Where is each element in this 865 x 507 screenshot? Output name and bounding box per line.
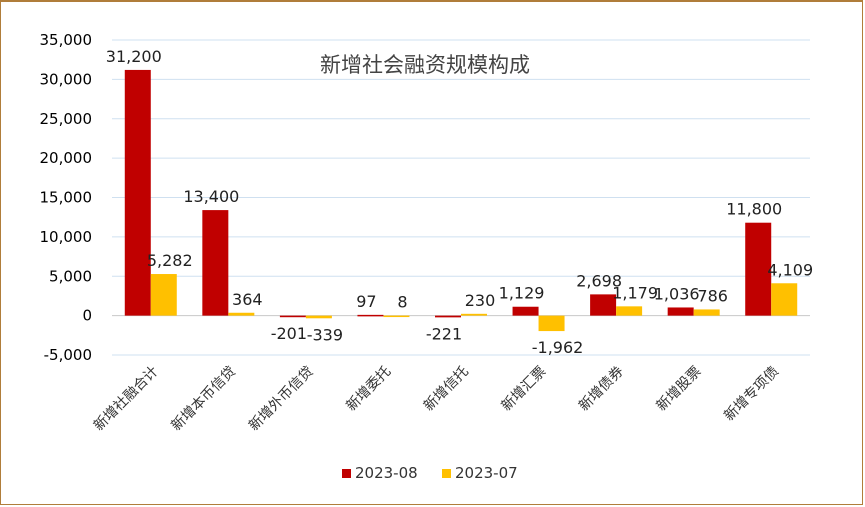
y-tick-label: 10,000	[40, 228, 93, 246]
data-label: -339	[307, 325, 343, 344]
y-axis: -5,000 0 5,000 10,000 15,000 20,000 25,000 30,0…	[40, 31, 93, 364]
x-tick-label: 新增委托	[343, 364, 394, 415]
bar-2023-07-4	[461, 313, 487, 316]
bar-2023-08-8	[745, 222, 772, 316]
data-label: 2,698	[576, 271, 622, 290]
data-label: 13,400	[183, 187, 239, 206]
data-label: 31,200	[106, 47, 162, 66]
bar-2023-07-2	[305, 315, 332, 319]
data-label: -221	[426, 324, 462, 343]
y-tick-label: -5,000	[44, 346, 92, 364]
data-label: 1,129	[499, 284, 545, 303]
chart-title: 新增社会融资规模构成	[320, 53, 530, 77]
data-label: 1,036	[654, 284, 700, 303]
x-axis: 新增社融合计 新增本币信贷 新增外币信贷 新增委托 新增信托 新增汇票 新增债券 新增股票 新增…	[91, 364, 782, 435]
legend: 2023-08 2023-07	[342, 464, 518, 482]
y-tick-label: 15,000	[40, 189, 93, 207]
y-tick-label: 0	[82, 307, 92, 325]
x-tick-label: 新增专项债	[721, 364, 782, 425]
bar-2023-07-3	[383, 315, 410, 318]
bar-2023-07-8	[771, 283, 798, 316]
y-tick-label: 25,000	[40, 110, 93, 128]
x-tick-label: 新增股票	[654, 364, 705, 415]
y-tick-label: 20,000	[40, 149, 93, 167]
bar-2023-08-7	[667, 307, 694, 316]
data-label: 8	[397, 293, 407, 312]
bar-2023-08-4	[435, 315, 461, 318]
bar-2023-08-2	[279, 315, 306, 318]
bar-2023-07-0	[150, 274, 177, 316]
x-tick-label: 新增债券	[576, 364, 627, 415]
data-label: 5,282	[147, 251, 193, 270]
data-label: 4,109	[767, 260, 813, 279]
bar-2023-08-6	[590, 294, 617, 316]
x-tick-label: 新增外币信贷	[246, 364, 317, 435]
bar-2023-07-5	[538, 315, 565, 332]
data-label: -1,962	[532, 338, 584, 357]
x-tick-label: 新增社融合计	[91, 364, 162, 435]
data-label: 364	[232, 290, 263, 309]
bar-2023-07-7	[693, 309, 720, 316]
legend-swatch	[342, 469, 351, 478]
bar-2023-07-1	[228, 312, 255, 316]
data-label: 1,179	[612, 283, 658, 302]
data-label: -201	[271, 324, 307, 343]
bar-2023-07-6	[616, 306, 643, 316]
bar-2023-08-1	[202, 210, 229, 316]
x-tick-label: 新增信托	[421, 364, 472, 415]
bar-2023-08-3	[357, 314, 384, 317]
bars	[124, 69, 798, 332]
x-tick-label: 新增汇票	[498, 364, 549, 415]
data-label: 230	[465, 291, 496, 310]
y-tick-label: 30,000	[40, 70, 93, 88]
legend-label: 2023-07	[455, 464, 518, 482]
y-tick-label: 5,000	[49, 267, 92, 285]
data-label: 786	[697, 286, 728, 305]
legend-swatch	[442, 469, 451, 478]
data-label: 97	[356, 292, 376, 311]
legend-label: 2023-08	[355, 464, 418, 482]
y-tick-label: 35,000	[40, 31, 93, 49]
x-tick-label: 新增本币信贷	[168, 364, 239, 435]
bar-2023-08-0	[124, 69, 151, 316]
bar-2023-08-5	[512, 306, 539, 316]
data-label: 11,800	[726, 200, 782, 219]
